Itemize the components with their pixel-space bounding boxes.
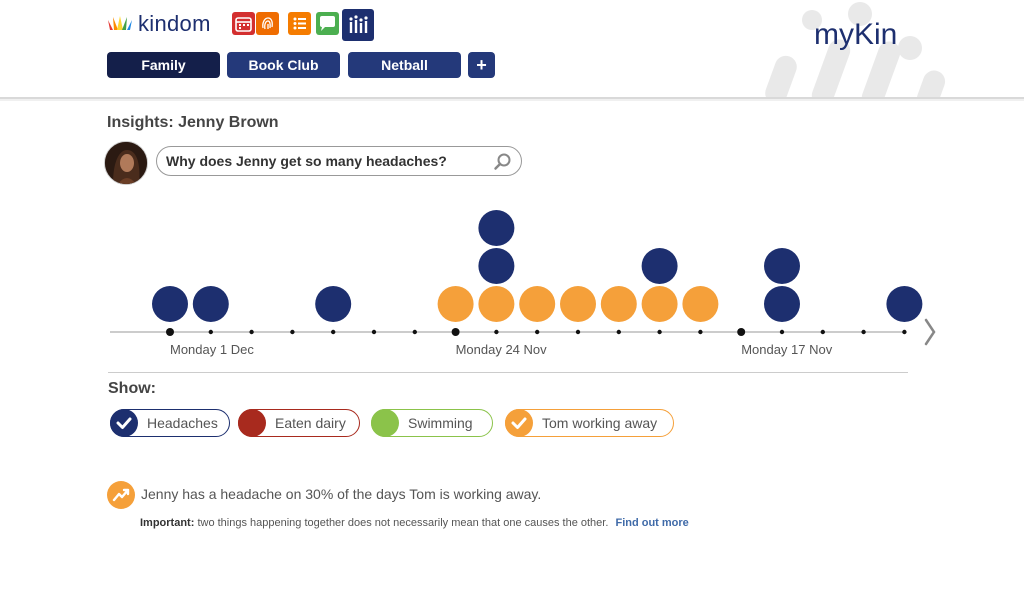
- tab-netball[interactable]: Netball: [348, 52, 461, 78]
- filter-label: Swimming: [408, 415, 473, 431]
- find-out-more-link[interactable]: Find out more: [615, 517, 689, 529]
- day-tick: [331, 329, 336, 335]
- search-icon[interactable]: [493, 152, 513, 172]
- crown-icon: [108, 16, 132, 30]
- filter-tom-working-away[interactable]: Tom working away: [505, 409, 674, 437]
- headache-dot[interactable]: [764, 286, 800, 322]
- day-tick: [249, 329, 254, 335]
- tom-away-dot[interactable]: [437, 286, 474, 322]
- day-tick: [451, 328, 460, 336]
- headache-dot[interactable]: [152, 286, 188, 322]
- mykin-logo[interactable]: myKin: [814, 18, 898, 51]
- tom-away-dot[interactable]: [560, 286, 596, 322]
- tom-away-dot[interactable]: [478, 286, 515, 322]
- day-tick: [698, 329, 703, 335]
- headache-dot[interactable]: [192, 286, 229, 322]
- headache-dot[interactable]: [478, 210, 515, 246]
- show-divider: [108, 372, 908, 373]
- header-shadow: [0, 99, 1024, 101]
- filter-eaten-dairy[interactable]: Eaten dairy: [238, 409, 360, 437]
- day-tick: [535, 329, 540, 335]
- avatar[interactable]: [104, 141, 148, 185]
- insight-text: Jenny has a headache on 30% of the days …: [141, 486, 542, 502]
- day-tick: [494, 329, 499, 335]
- headache-dot[interactable]: [641, 248, 678, 284]
- day-tick: [371, 329, 377, 335]
- day-tick: [575, 329, 581, 335]
- day-tick: [166, 328, 174, 336]
- day-tick: [902, 329, 907, 335]
- filter-headaches[interactable]: Headaches: [110, 409, 230, 437]
- fingerprint-icon: [262, 17, 273, 30]
- insights-app-button[interactable]: [342, 9, 374, 41]
- insights-icon: [349, 15, 368, 33]
- headache-dot[interactable]: [886, 286, 923, 322]
- header-divider: [0, 97, 1024, 99]
- day-tick: [290, 329, 295, 335]
- chat-icon: [320, 16, 335, 31]
- chevron-right-icon[interactable]: [924, 318, 936, 346]
- show-label: Show:: [108, 380, 156, 397]
- tab-family[interactable]: Family: [107, 52, 220, 78]
- important-note: Important: two things happening together…: [140, 517, 689, 529]
- day-tick: [412, 329, 417, 335]
- person-photo: [105, 142, 147, 184]
- tom-away-dot[interactable]: [682, 286, 719, 322]
- filter-label: Headaches: [147, 415, 218, 431]
- tab-book-club[interactable]: Book Club: [227, 52, 340, 78]
- add-group-button[interactable]: +: [468, 52, 495, 78]
- checkbox-tom-working-away[interactable]: [505, 409, 533, 437]
- day-tick: [779, 329, 785, 335]
- search-input[interactable]: Why does Jenny get so many headaches?: [166, 153, 447, 169]
- date-label: Monday 1 Dec: [170, 342, 254, 357]
- tom-away-dot[interactable]: [519, 286, 556, 322]
- checkbox-headaches[interactable]: [110, 409, 138, 437]
- filter-label: Eaten dairy: [275, 415, 346, 431]
- day-tick: [616, 329, 621, 335]
- calendar-icon: [235, 17, 252, 32]
- headache-dot[interactable]: [764, 248, 800, 284]
- checkbox-swimming[interactable]: [371, 409, 399, 437]
- list-icon: [293, 17, 306, 30]
- trend-icon: [107, 481, 135, 509]
- day-tick: [208, 329, 213, 335]
- tom-away-dot[interactable]: [600, 286, 637, 322]
- important-label: Important:: [140, 517, 195, 529]
- filter-swimming[interactable]: Swimming: [371, 409, 493, 437]
- important-text: two things happening together does not n…: [197, 517, 609, 529]
- day-tick: [737, 328, 746, 336]
- date-label: Monday 17 Nov: [741, 342, 833, 357]
- check-icon: [511, 417, 527, 429]
- day-tick: [861, 329, 866, 335]
- question-search-field[interactable]: Why does Jenny get so many headaches?: [156, 146, 522, 176]
- header: kindom: [0, 0, 1024, 97]
- day-tick: [820, 329, 825, 335]
- check-icon: [116, 417, 132, 429]
- headache-dot[interactable]: [478, 248, 515, 284]
- headache-dot[interactable]: [315, 286, 352, 322]
- timeline-chart: Monday 1 Dec Monday 24 Nov Monday 17 Nov: [100, 200, 950, 370]
- day-tick: [657, 329, 662, 335]
- calendar-app-button[interactable]: [232, 12, 255, 35]
- kindom-logo[interactable]: kindom: [106, 11, 211, 36]
- brand-name: kindom: [138, 11, 211, 36]
- page-title: Insights: Jenny Brown: [107, 114, 279, 131]
- list-app-button[interactable]: [288, 12, 311, 35]
- fingerprint-app-button[interactable]: [256, 12, 279, 35]
- checkbox-eaten-dairy[interactable]: [238, 409, 266, 437]
- mykin-background-graphic: [765, 2, 946, 97]
- tom-away-dot[interactable]: [641, 286, 678, 322]
- chat-app-button[interactable]: [316, 12, 339, 35]
- date-label: Monday 24 Nov: [456, 342, 548, 357]
- filter-label: Tom working away: [542, 415, 658, 431]
